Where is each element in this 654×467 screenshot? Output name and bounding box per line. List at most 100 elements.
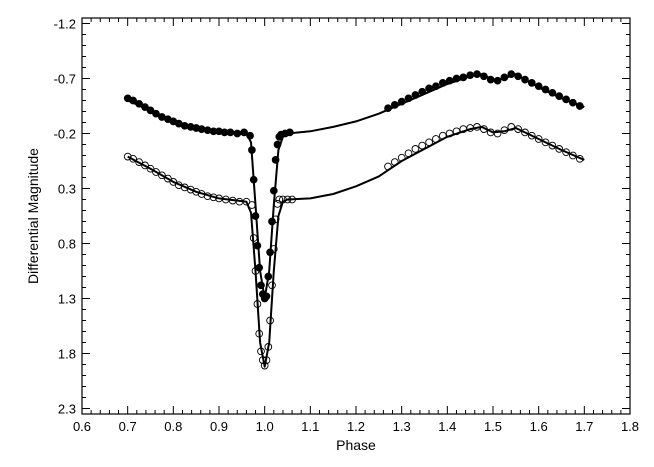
filled-data-point [486, 75, 495, 84]
filled-data-point [397, 97, 406, 106]
x-tick-label: 1.6 [530, 419, 548, 434]
filled-data-point [226, 128, 235, 137]
filled-data-point [264, 272, 273, 281]
open-data-point [248, 201, 256, 209]
filled-data-point [285, 128, 294, 137]
filled-data-point [548, 88, 557, 97]
open-data-point [493, 129, 502, 138]
open-data-point [555, 145, 564, 153]
filled-data-point [249, 175, 258, 184]
filled-data-point [500, 73, 509, 82]
filled-data-point [262, 292, 271, 301]
open-data-point [384, 162, 392, 171]
x-tick-label: 1.1 [301, 419, 319, 434]
x-tick-label: 1.4 [438, 419, 456, 434]
open-data-point [164, 174, 172, 183]
filled-data-point [257, 281, 265, 290]
filled-data-point [514, 72, 522, 81]
open-data-point [268, 281, 276, 290]
open-data-point [288, 195, 296, 204]
open-data-point [452, 127, 461, 136]
filled-data-point [404, 94, 413, 103]
filled-data-point [534, 82, 543, 91]
open-data-point [283, 195, 292, 204]
open-data-point [271, 215, 280, 224]
open-data-point [562, 148, 570, 157]
open-data-point [397, 153, 406, 162]
open-data-point [438, 131, 447, 140]
open-data-point [123, 152, 132, 161]
open-data-point [258, 356, 267, 364]
filled-data-point [480, 72, 488, 81]
data-points [123, 70, 584, 370]
open-data-point [569, 151, 577, 160]
filled-data-point [384, 104, 392, 113]
filled-data-point [129, 96, 137, 105]
open-data-point [445, 129, 454, 138]
open-data-point [257, 347, 265, 356]
y-tick-label: -1.2 [54, 17, 76, 32]
filled-data-point [527, 79, 536, 87]
fit-curve-2 [127, 125, 585, 368]
filled-data-point [418, 87, 427, 96]
open-data-point [135, 158, 143, 166]
filled-data-point [575, 102, 584, 110]
filled-data-point [473, 70, 481, 78]
filled-data-point [135, 99, 143, 108]
y-tick-label: -0.7 [54, 72, 76, 87]
x-tick-label: 1.7 [575, 419, 593, 434]
open-data-point [473, 123, 481, 131]
open-data-point [253, 300, 262, 308]
filled-data-point [493, 76, 502, 85]
filled-data-point [390, 101, 399, 109]
x-tick-label: 0.6 [73, 419, 91, 434]
filled-data-point [521, 75, 529, 84]
filled-data-point [253, 241, 262, 250]
open-data-point [251, 267, 260, 275]
filled-data-point [248, 146, 256, 154]
filled-data-point [146, 106, 155, 115]
open-data-point [507, 123, 516, 131]
open-data-point [152, 168, 160, 176]
axis-ticks: 0.6 0.7 0.8 0.9 1.0 1.1 1.2 1.3 1.4 1.5 1.6 1.7 1.8 -… [54, 17, 639, 435]
open-data-point [411, 145, 420, 153]
x-tick-label: 0.9 [210, 419, 228, 434]
open-data-point [169, 178, 178, 186]
filled-data-point [240, 128, 248, 137]
open-data-point [260, 361, 269, 370]
open-data-point [480, 125, 488, 133]
filled-data-point [555, 92, 564, 100]
open-data-point [541, 138, 550, 147]
filled-data-point [411, 91, 420, 99]
filled-data-point [452, 74, 461, 83]
open-data-point [418, 141, 427, 150]
filled-data-point [562, 95, 570, 104]
y-tick-label: 2.3 [58, 402, 76, 417]
open-data-point [404, 149, 413, 158]
filled-data-point [246, 131, 254, 140]
filled-data-point [466, 71, 475, 80]
filled-data-point [541, 85, 550, 94]
y-tick-label: 1.8 [58, 347, 76, 362]
y-tick-label: -0.2 [54, 127, 76, 142]
filled-data-point [569, 98, 577, 107]
open-data-point [279, 195, 287, 204]
open-data-point [146, 164, 155, 173]
open-data-point [534, 135, 543, 143]
open-data-point [500, 126, 509, 135]
y-tick-label: 1.3 [58, 292, 76, 307]
open-data-point [262, 356, 271, 364]
x-tick-label: 0.8 [164, 419, 182, 434]
y-tick-label: 0.8 [58, 237, 76, 252]
filled-data-point [152, 109, 160, 118]
filled-data-point [432, 82, 440, 91]
open-data-point [548, 141, 557, 150]
x-tick-label: 1.5 [484, 419, 502, 434]
open-data-point [242, 197, 251, 206]
filled-data-point [445, 76, 454, 85]
plot-frame [81, 17, 631, 415]
open-data-point [527, 131, 536, 140]
filled-data-point [459, 73, 468, 82]
x-axis-label: Phase [336, 437, 376, 453]
